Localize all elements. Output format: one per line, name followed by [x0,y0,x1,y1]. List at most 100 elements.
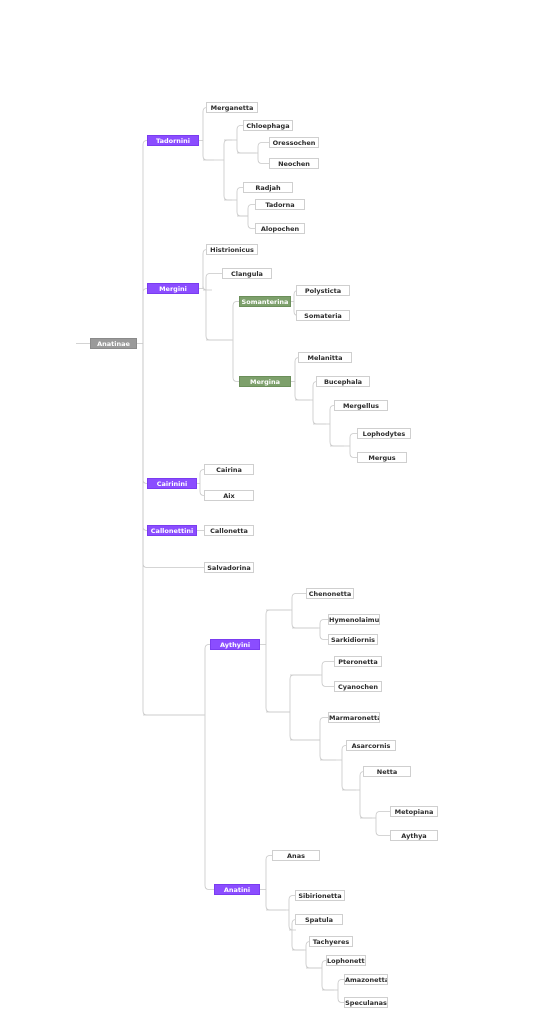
node-sibirionetta[interactable]: Sibirionetta [295,890,345,901]
connector [142,343,148,531]
connector [359,790,372,819]
node-mergus[interactable]: Mergus [357,452,407,463]
connector [341,760,356,791]
connector [199,483,205,496]
node-anatinae[interactable]: Anatinae [90,338,137,349]
node-somanterina[interactable]: Somanterina [239,296,291,307]
node-lophodytes[interactable]: Lophodytes [357,428,411,439]
connector [288,910,296,931]
connector [288,895,295,910]
connector [319,619,328,628]
node-marmaronetta[interactable]: Marmaronetta [328,712,380,723]
connector [205,273,222,290]
connector [321,675,334,687]
connector [204,644,210,715]
node-cyanochen[interactable]: Cyanochen [334,681,382,692]
connector [349,446,357,458]
node-clangula[interactable]: Clangula [222,268,272,279]
node-anas[interactable]: Anas [272,850,320,861]
node-bucephala[interactable]: Bucephala [316,376,370,387]
node-netta[interactable]: Netta [363,766,411,777]
node-metopiana[interactable]: Metopiana [390,806,438,817]
node-anatini[interactable]: Anatini [214,884,260,895]
node-tadorna[interactable]: Tadorna [255,199,305,210]
node-pteronetta[interactable]: Pteronetta [334,656,382,667]
connector [265,889,286,911]
connector [337,990,344,1003]
connector [223,139,232,160]
connector [291,930,304,951]
node-merganetta[interactable]: Merganetta [206,102,258,113]
connector [236,187,243,200]
connector [294,381,310,401]
connector [329,424,344,447]
node-polysticta[interactable]: Polysticta [296,285,350,296]
connector [236,140,256,154]
connector [319,740,336,761]
node-alopochen[interactable]: Alopochen [255,223,305,234]
connector [202,140,214,161]
node-chloephaga[interactable]: Chloephaga [243,120,293,131]
connector [289,712,320,741]
connector [202,285,212,291]
connector [321,661,334,675]
node-hymenolaimus[interactable]: Hymenolaimus [328,614,380,625]
node-oressochen[interactable]: Oressochen [269,137,319,148]
node-chenonetta[interactable]: Chenonetta [306,588,354,599]
connector [319,628,328,640]
connector [257,142,269,153]
connector [337,979,344,990]
node-melanitta[interactable]: Melanitta [298,352,352,363]
node-somateria[interactable]: Somateria [296,310,350,321]
node-callonettini[interactable]: Callonettini [147,525,197,536]
node-tadornini[interactable]: Tadornini [147,135,199,146]
connector [305,950,320,969]
connector [265,855,272,890]
node-mergellus[interactable]: Mergellus [334,400,388,411]
node-tachyeres[interactable]: Tachyeres [309,936,353,947]
connector [321,968,334,991]
connector [204,715,214,890]
node-aythya[interactable]: Aythya [390,830,438,841]
connector [236,200,248,217]
node-mergini[interactable]: Mergini [147,283,199,294]
node-cairinini[interactable]: Cairinini [147,478,197,489]
connector [232,301,239,340]
connector [265,609,290,645]
node-cairina[interactable]: Cairina [204,464,254,475]
connector [142,288,148,344]
node-mergina[interactable]: Mergina [239,376,291,387]
connector [375,811,390,818]
connector [236,125,243,140]
node-neochen[interactable]: Neochen [269,158,319,169]
node-asarcornis[interactable]: Asarcornis [346,740,396,751]
connector [142,343,148,484]
connector [247,204,255,216]
node-lophonetta[interactable]: Lophonetta [326,955,366,966]
node-spatula[interactable]: Spatula [295,914,343,925]
connector [321,960,327,968]
connector [329,405,335,424]
node-aythyini[interactable]: Aythyini [210,639,260,650]
connector [291,610,318,629]
connector [223,160,232,201]
node-amazonetta[interactable]: Amazonetta [344,974,388,985]
connector [199,469,205,484]
node-speculanas[interactable]: Speculanas [344,997,388,1008]
connector [375,818,390,836]
connector [205,290,232,341]
connector [312,400,326,425]
connector [349,433,357,446]
connector [289,674,320,712]
connector [341,745,347,760]
node-histrionicus[interactable]: Histrionicus [206,244,258,255]
connector [319,717,328,740]
connector [257,153,269,164]
node-radjah[interactable]: Radjah [243,182,293,193]
node-aix[interactable]: Aix [204,490,254,501]
node-callonetta[interactable]: Callonetta [204,525,254,536]
node-sarkidiornis[interactable]: Sarkidiornis [328,634,378,645]
connector [142,140,148,344]
node-salvadorina[interactable]: Salvadorina [204,562,254,573]
